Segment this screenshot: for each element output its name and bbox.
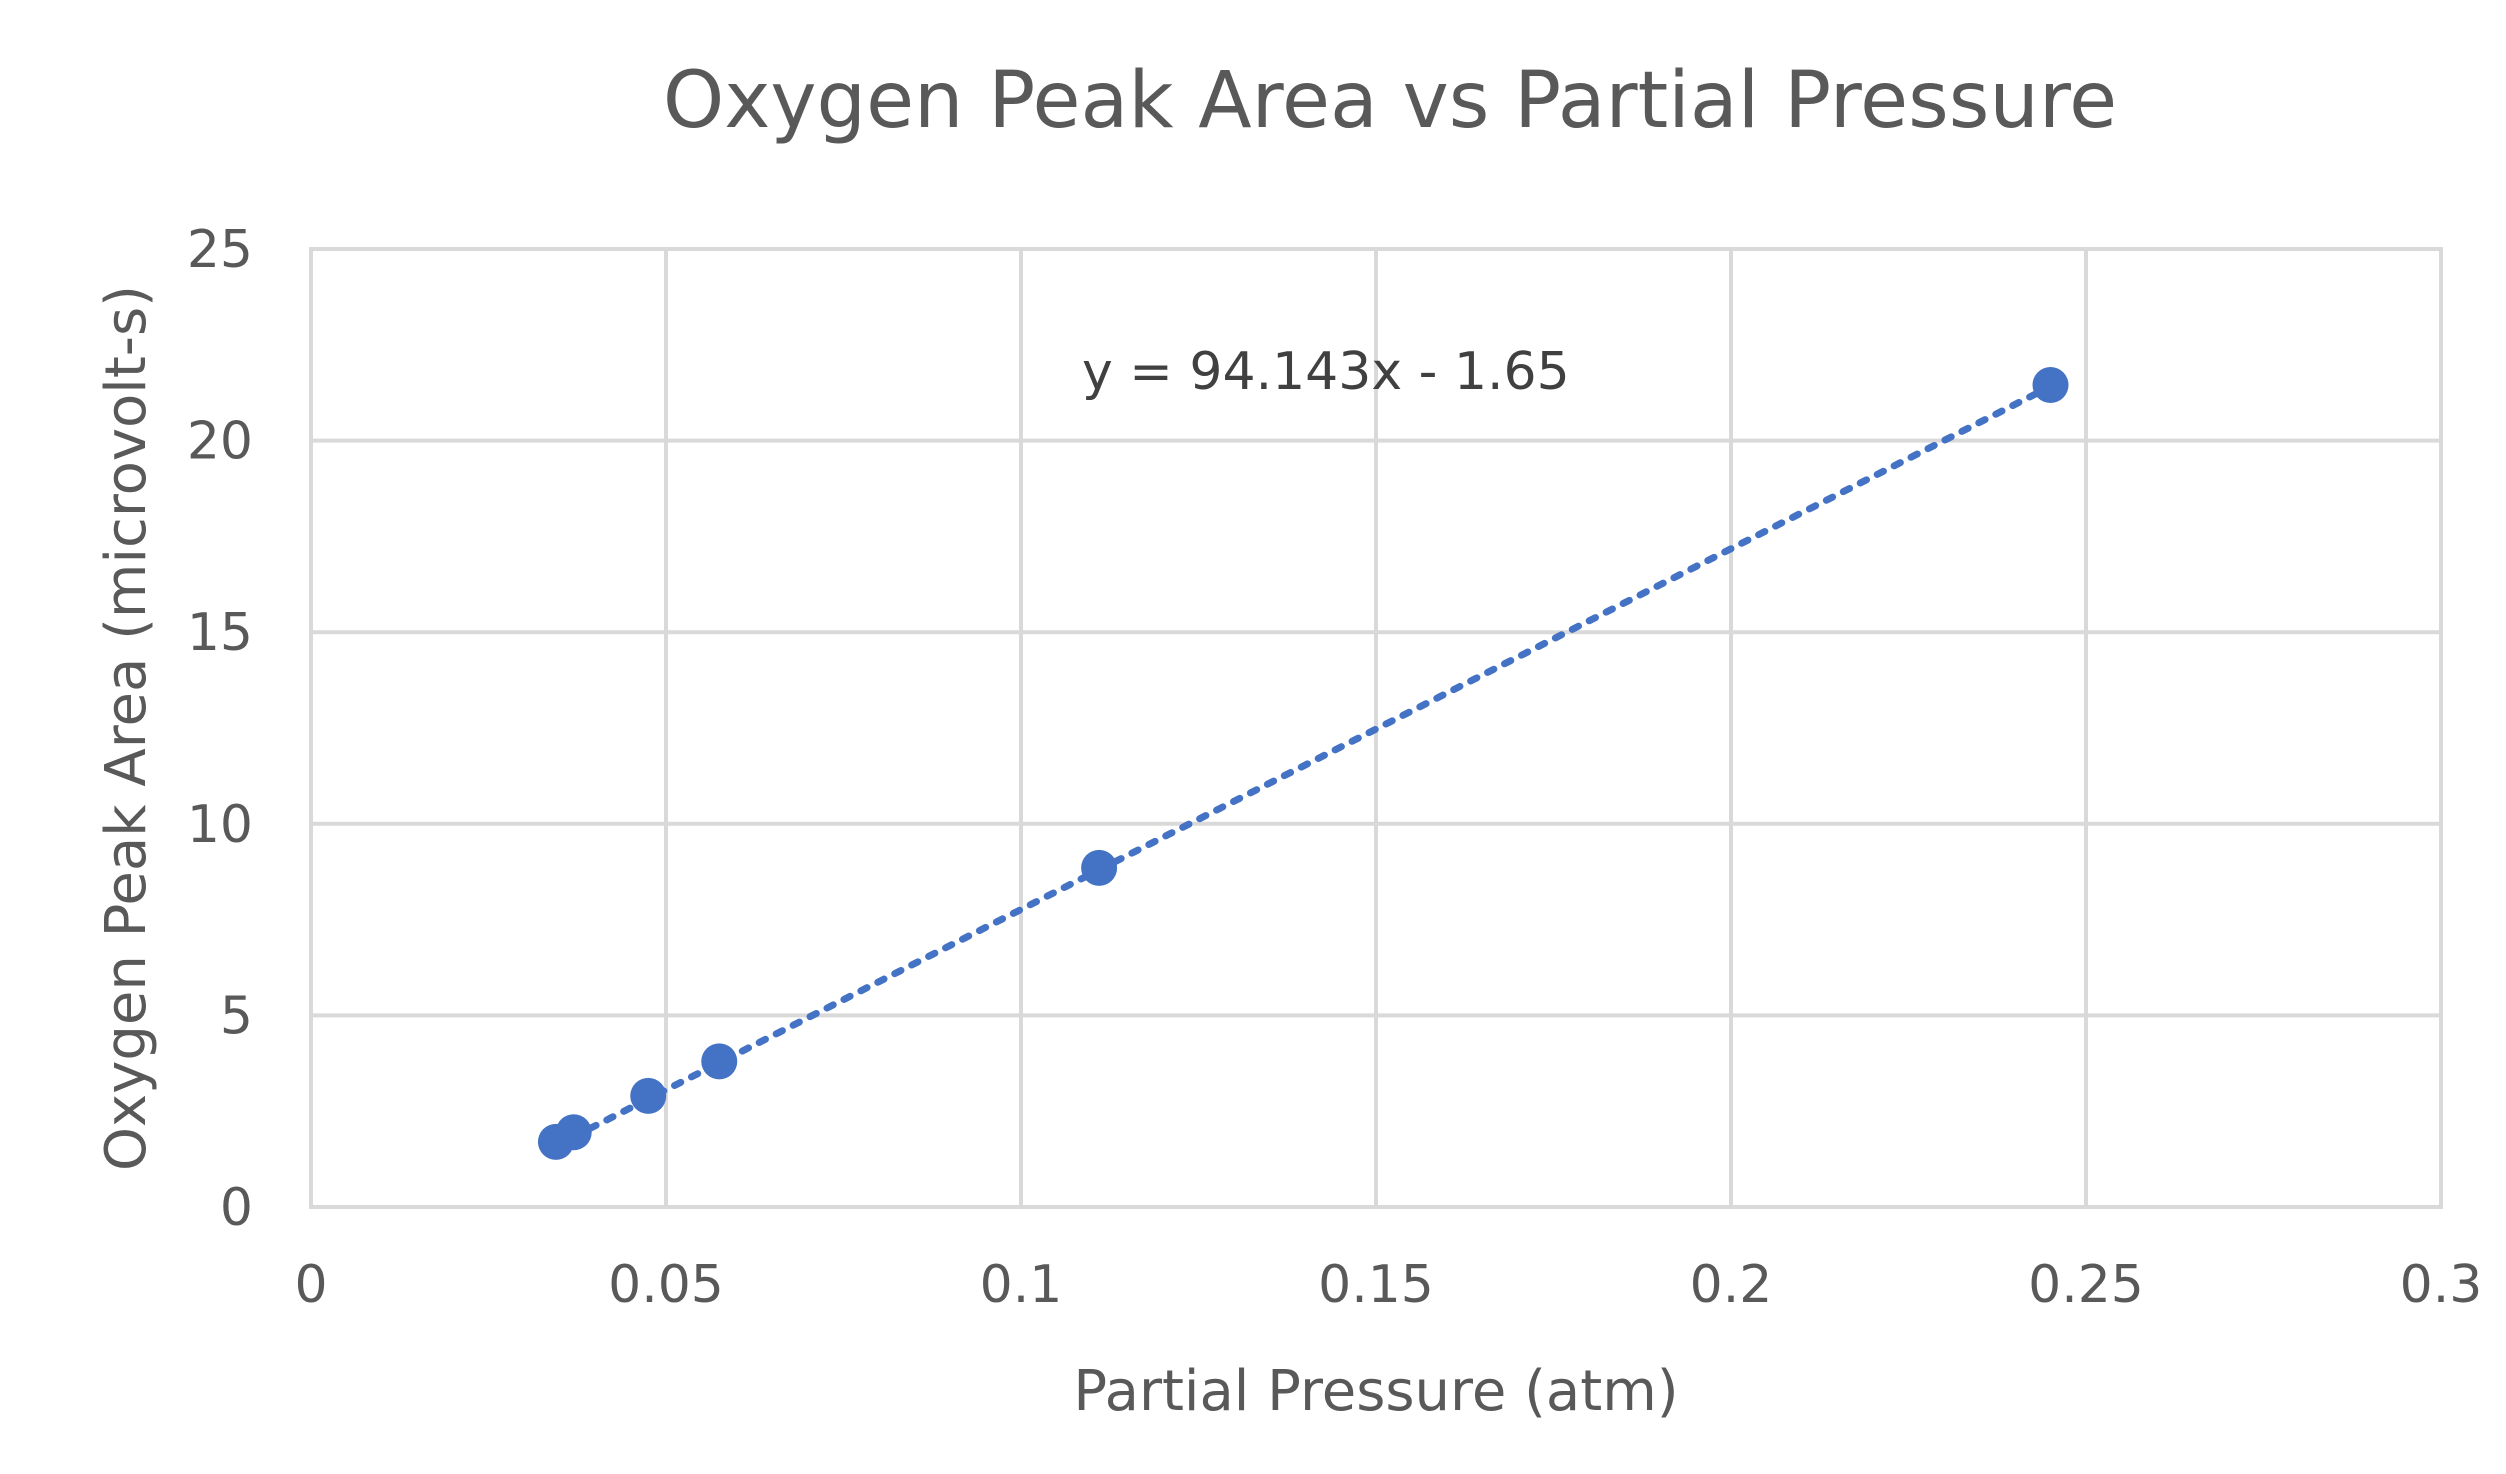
data-point (555, 1114, 592, 1151)
x-axis-title: Partial Pressure (atm) (1073, 1359, 1678, 1424)
data-point (1081, 849, 1118, 886)
trendline-equation: y = 94.143x - 1.65 (1082, 342, 1570, 402)
chart-title: Oxygen Peak Area vs Partial Pressure (663, 56, 2117, 146)
x-tick-label: 0.25 (2028, 1255, 2144, 1315)
y-tick-label: 10 (187, 795, 253, 855)
data-points (537, 367, 2069, 1160)
plot-area-border (309, 247, 2443, 1209)
x-tick-label: 0.15 (1318, 1255, 1434, 1315)
data-point (701, 1043, 738, 1080)
y-tick-label: 15 (187, 603, 253, 663)
y-tick-label: 20 (187, 412, 253, 472)
x-tick-label: 0.05 (608, 1255, 724, 1315)
x-tick-label: 0 (294, 1255, 327, 1315)
data-point (630, 1077, 667, 1114)
x-tick-label: 0.1 (980, 1255, 1063, 1315)
y-tick-label: 5 (220, 986, 253, 1046)
trendline (552, 382, 2054, 1150)
y-axis-title: Oxygen Peak Area (microvolt-s) (94, 285, 159, 1171)
x-tick-label: 0.2 (1690, 1255, 1773, 1315)
x-axis-tick-labels: 0 0.05 0.1 0.15 0.2 0.25 0.3 (294, 1255, 2482, 1315)
y-axis-tick-labels: 0 5 10 15 20 25 (187, 220, 253, 1238)
y-tick-label: 0 (220, 1178, 253, 1238)
data-point (2032, 367, 2069, 404)
x-tick-label: 0.3 (2400, 1255, 2483, 1315)
y-tick-label: 25 (187, 220, 253, 280)
